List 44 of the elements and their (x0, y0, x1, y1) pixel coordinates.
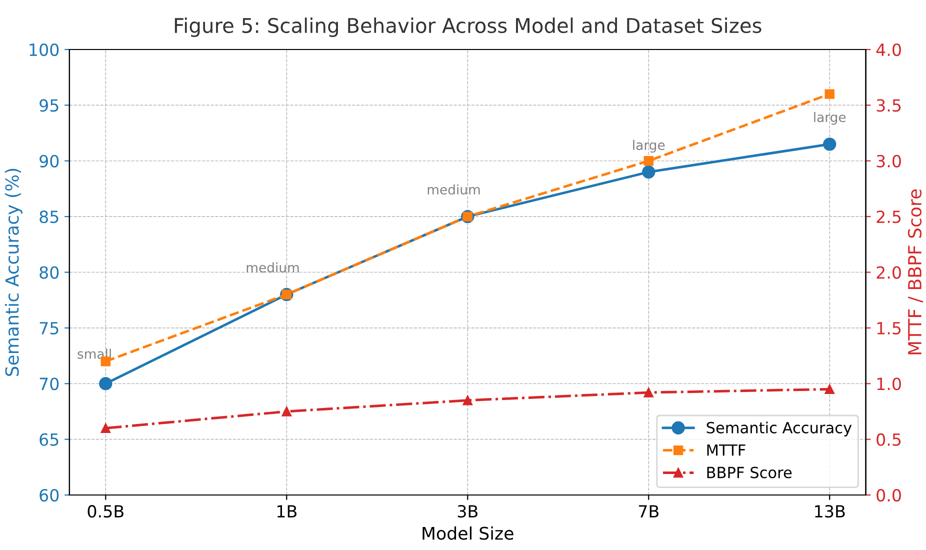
x-tick-label: 13B (815, 505, 845, 518)
point (100, 423, 111, 434)
point (824, 89, 834, 99)
y2-tick-label: 3.5 (876, 99, 901, 112)
annotation: large (633, 140, 665, 153)
y-tick-label: 100 (30, 43, 59, 56)
annotation: medium (428, 184, 480, 195)
point (282, 406, 292, 416)
y-tick-label: 80 (40, 266, 59, 279)
point (824, 384, 834, 394)
point (462, 395, 472, 406)
point (642, 165, 656, 179)
point (644, 388, 654, 398)
y2-tick-label: 4.0 (876, 43, 901, 56)
y2-tick-label: 2.5 (876, 210, 901, 224)
x-tick-label: 7B (638, 505, 658, 518)
y-axis-title: Semantic Accuracy (%) (4, 168, 22, 376)
point (99, 377, 112, 390)
point (644, 156, 654, 166)
legend-label: MTTF (707, 444, 746, 456)
y2-tick-label: 1.5 (877, 322, 901, 335)
legend-label: BBPF Score (707, 466, 792, 478)
x-tick-label: 1B (277, 505, 296, 518)
point (823, 138, 836, 151)
y-tick-label: 65 (40, 433, 58, 446)
y-tick-label: 90 (40, 154, 59, 168)
annotation: large (814, 112, 846, 125)
y-tick-label: 70 (40, 378, 59, 390)
x-tick-label: 3B (458, 505, 478, 518)
legend-label: Semantic Accuracy (706, 422, 852, 436)
y-tick-label: 60 (40, 488, 59, 502)
annotation: medium (246, 262, 299, 273)
y-tick-label: 95 (40, 99, 58, 112)
y2-tick-label: 0.0 (876, 488, 901, 502)
y2-tick-label: 0.5 (876, 433, 901, 446)
y2-tick-label: 3.0 (876, 154, 901, 168)
y2-tick-label: 2.0 (876, 266, 901, 279)
y2-tick-label: 1.0 (877, 378, 901, 390)
x-axis-title: Model Size (422, 526, 514, 540)
y2-axis-title: MTTF / BBPF Score (908, 189, 923, 354)
x-tick-label: 0.5B (88, 505, 124, 518)
chart-title: Figure 5: Scaling Behavior Across Model and Dataset Sizes (174, 18, 762, 38)
y-tick-label: 75 (40, 322, 58, 335)
y-tick-label: 85 (40, 210, 58, 224)
